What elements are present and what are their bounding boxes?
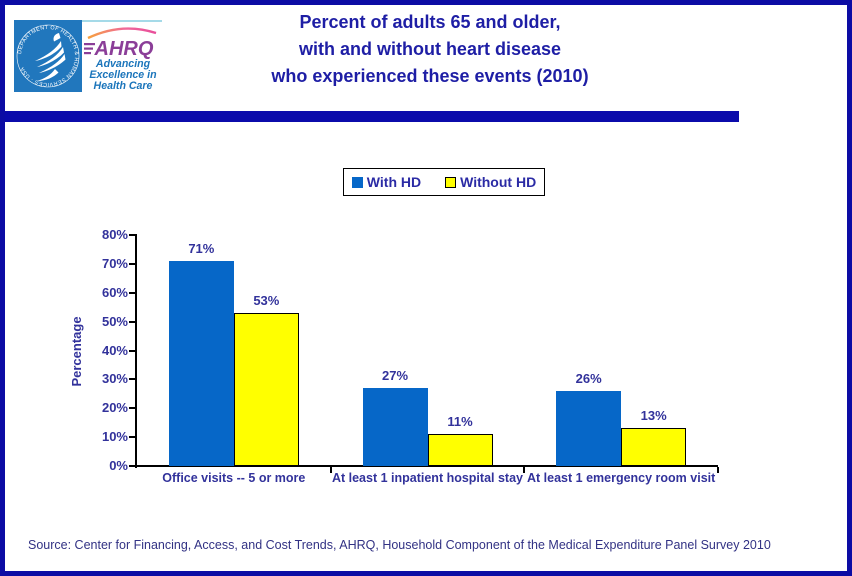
chart-legend: With HD Without HD: [343, 168, 545, 196]
hhs-logo: DEPARTMENT OF HEALTH & HUMAN SERVICES · …: [14, 20, 82, 92]
ahrq-rainbow-arc: [87, 27, 157, 40]
source-citation: Source: Center for Financing, Access, an…: [28, 538, 771, 552]
ahrq-cyan-topline: [82, 20, 162, 22]
value-label-1-1: 11%: [447, 414, 473, 430]
y-tick-label: 50%: [101, 313, 128, 329]
hhs-eagle-seal-icon: DEPARTMENT OF HEALTH & HUMAN SERVICES · …: [16, 24, 80, 88]
y-tick-label: 10%: [101, 429, 128, 445]
bar-with-hd-0: [168, 260, 234, 466]
bar-with-hd-1: [362, 388, 428, 466]
category-label-2: At least 1 emergency room visit: [527, 471, 716, 485]
with-hd-swatch-icon: [351, 176, 363, 188]
value-label-1-0: 27%: [381, 368, 409, 384]
x-tick: [329, 467, 332, 473]
title-line-2: with and without heart disease: [298, 39, 562, 59]
ahrq-tagline-line1: Advancing: [95, 58, 151, 70]
ahrq-tagline-line2: Excellence in: [89, 69, 157, 81]
y-tick-label: 70%: [101, 255, 128, 271]
value-label-0-0: 71%: [188, 240, 215, 256]
y-tick: [129, 291, 136, 294]
y-tick-label: 20%: [101, 400, 128, 416]
y-tick: [129, 320, 136, 323]
ahrq-tagline-line3: Health Care: [94, 80, 153, 92]
legend-item-with-hd: With HD: [351, 174, 422, 190]
legend-label-without-hd: Without HD: [460, 174, 537, 190]
agency-logo-block: DEPARTMENT OF HEALTH & HUMAN SERVICES · …: [14, 20, 162, 92]
y-axis-line: [135, 234, 137, 468]
y-tick: [129, 436, 136, 439]
ahrq-logo-graphic: AHRQ Advancing Excellence in Health Care: [82, 20, 162, 92]
value-label-2-0: 26%: [575, 370, 602, 386]
header-divider-bar: [0, 111, 739, 122]
y-tick-label: 80%: [101, 227, 128, 242]
y-tick: [129, 465, 136, 467]
y-tick: [129, 378, 136, 381]
x-tick: [523, 467, 526, 473]
ahrq-logo: AHRQ Advancing Excellence in Health Care: [82, 20, 162, 92]
y-tick: [129, 262, 136, 265]
value-label-0-1: 53%: [253, 292, 280, 308]
slide-title: Percent of adults 65 and older, with and…: [120, 9, 740, 90]
y-tick-label: 0%: [109, 458, 128, 473]
category-label-0: Office visits -- 5 or more: [162, 471, 306, 485]
ahrq-acronym: AHRQ: [94, 38, 154, 60]
value-label-2-1: 13%: [640, 408, 667, 424]
bar-without-hd-0: [233, 312, 299, 466]
y-tick: [129, 407, 136, 410]
without-hd-swatch-icon: [445, 176, 457, 188]
y-tick: [129, 234, 136, 236]
bar-without-hd-2: [621, 428, 687, 466]
legend-item-without-hd: Without HD: [445, 174, 536, 190]
x-tick: [717, 467, 719, 473]
bar-without-hd-1: [427, 434, 493, 466]
title-line-3: who experienced these events (2010): [271, 66, 589, 86]
y-tick-label: 60%: [101, 284, 128, 300]
y-tick-label: 40%: [101, 342, 128, 358]
bar-with-hd-2: [556, 390, 622, 466]
y-tick-label: 30%: [101, 371, 128, 387]
category-label-1: At least 1 inpatient hospital stay: [331, 471, 523, 485]
title-line-1: Percent of adults 65 and older,: [299, 12, 561, 32]
legend-label-with-hd: With HD: [366, 174, 422, 190]
y-tick: [129, 349, 136, 352]
x-axis-line: [135, 465, 718, 467]
